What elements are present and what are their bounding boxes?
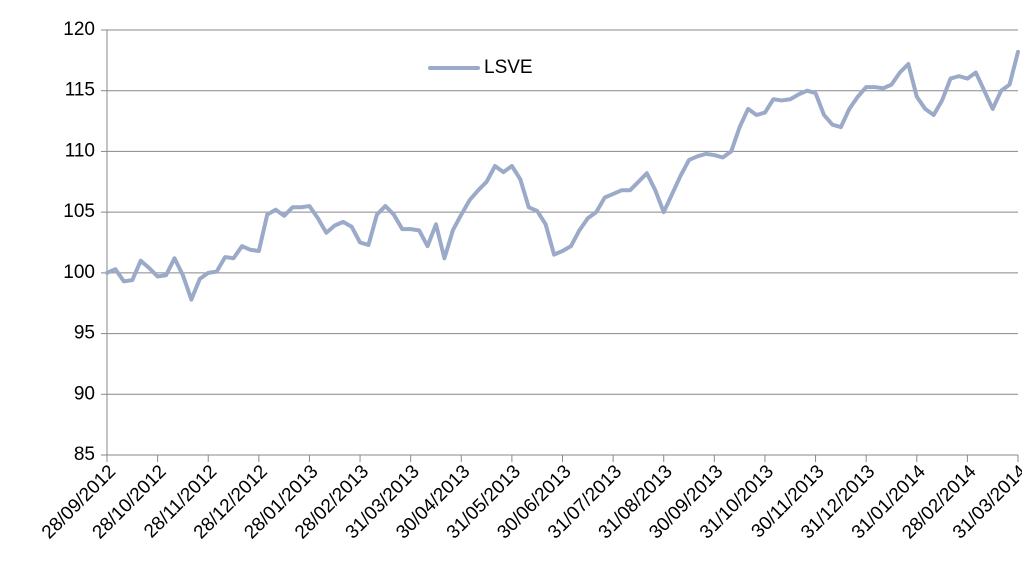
- y-tick-label: 90: [74, 383, 95, 404]
- y-tick-label: 95: [74, 323, 95, 344]
- y-tick-label: 120: [63, 19, 95, 40]
- y-tick-label: 110: [65, 140, 95, 161]
- data-line: [105, 49, 1020, 302]
- legend-label: LSVE: [484, 57, 533, 78]
- y-tick-label: 100: [63, 262, 95, 283]
- y-tick-label: 85: [74, 444, 95, 465]
- y-tick-label: 115: [65, 80, 95, 101]
- y-tick-label: 105: [63, 201, 95, 222]
